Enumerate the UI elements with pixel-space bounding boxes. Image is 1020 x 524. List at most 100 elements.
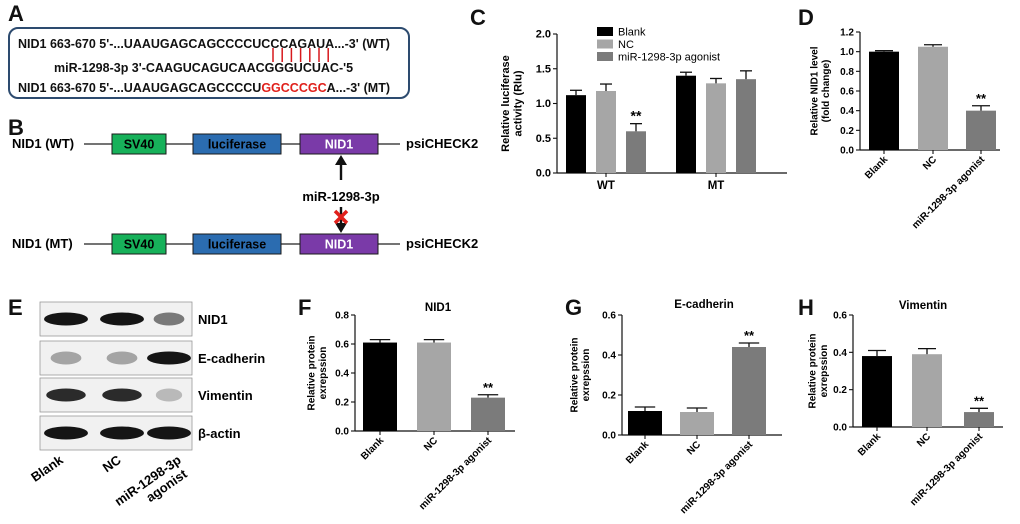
blot-lane-label: Blank [28,452,66,485]
y-axis-label: Relative protein [807,333,818,408]
y-tick-label: 0.0 [833,423,847,434]
y-tick-label: 0.6 [840,87,854,98]
nid1-label-mt: NID1 [325,238,354,252]
mt-sequence-end: A...-3' [326,81,361,95]
sequence-box: NID1 663-670 5'-...UAAUGAGCAGCCCCUCCCAGA… [8,27,410,99]
legend-label: Blank [618,27,646,39]
x-tick-label: NC [685,439,703,457]
blot-band [147,426,191,440]
x-tick-label: Blank [624,439,651,466]
legend-label: miR-1298-3p agonist [618,52,720,64]
bar [869,51,899,150]
y-tick-label: 0.8 [840,67,854,78]
panel-label-g: G [565,295,583,320]
bar [626,131,646,173]
significance-label: ** [976,91,987,106]
bar [912,354,942,427]
blot-band [100,426,144,440]
x-tick-label: Blank [863,154,890,181]
construct-mt: NID1 (MT) SV40 luciferase NID1 psiCHECK2 [12,233,478,255]
luciferase-box-mt [192,233,282,255]
sv40-box [111,133,167,155]
legend-swatch [597,52,613,61]
blot-band [153,312,185,326]
chart-title: Vimentin [899,300,947,312]
blot-band [46,388,86,402]
panel-label-b: B [8,115,24,140]
bar [918,46,948,150]
bar [680,412,714,435]
bar [363,342,397,431]
y-axis-label: exrepssion [819,345,830,398]
luciferase-label-mt: luciferase [208,238,266,252]
y-tick-label: 1.0 [840,47,854,58]
blot-row-label: E-cadherin [198,351,265,366]
blocked-cross-icon [333,209,349,225]
panel-label-d: D [798,5,814,30]
y-tick-label: 0.0 [536,168,551,180]
significance-label: ** [744,328,755,343]
y-tick-label: 2.0 [536,29,551,41]
panel-label-f: F [298,295,312,320]
significance-label: ** [483,380,494,395]
blot-band [147,351,191,365]
blot-band [44,312,88,326]
y-axis-label: (fold change) [821,60,832,123]
chart-ecadherin-protein: 0.0 0.2 0.4 0.6 Relative protein exrepssion Bl… [569,299,782,516]
significance-label: ** [631,108,642,124]
chart-nid1-protein: 0.0 0.2 0.4 0.6 0.8 Relative protein exrepssio… [306,302,515,512]
y-tick-label: 0.4 [602,351,616,362]
y-tick-label: 0.0 [335,427,349,438]
significance-label: ** [974,393,985,408]
panel-label-e: E [8,295,23,320]
x-tick-label: MT [708,180,725,192]
bar [966,110,996,150]
luciferase-box [192,133,282,155]
vector-label-mt: psiCHECK2 [406,236,478,251]
y-axis-label: Relative luciferase [500,55,512,152]
chart-nid1-level: 0.0 0.2 0.4 0.6 0.8 1.0 1.2 Relative NID1 level… [809,28,1000,231]
legend-label: NC [618,39,634,51]
luciferase-label: luciferase [208,138,266,152]
y-axis-label: Relative protein [306,335,317,410]
y-axis-label: activity (Rlu) [512,70,524,136]
blot-band [102,388,142,402]
y-tick-label: 0.6 [335,340,349,351]
blot-lane-label: NC [100,452,124,475]
x-tick-label: NC [422,435,440,453]
bar [706,83,726,173]
panel-label-a: A [8,1,24,26]
y-tick-label: 0.4 [833,348,847,359]
y-axis-label: Relative NID1 level [809,46,820,135]
wt-sequence-text: NID1 663-670 5'-...UAAUGAGCAGCCCCUCCCAGA… [18,37,359,51]
blot-band [155,388,183,402]
y-tick-label: 0.2 [335,398,349,409]
x-tick-label: NC [915,431,933,449]
base-pairing-lines [272,48,329,62]
bar [732,347,766,435]
bar [596,90,616,173]
sv40-label-mt: SV40 [124,238,155,252]
wt-sequence: NID1 663-670 5'-...UAAUGAGCAGCCCCUCCCAGA… [18,37,390,51]
y-tick-label: 1.5 [536,63,551,75]
bar [736,79,756,173]
y-tick-label: 1.2 [840,28,854,39]
y-tick-label: 0.0 [840,146,854,157]
y-tick-label: 0.6 [833,311,847,322]
construct-wt: NID1 (WT) SV40 luciferase NID1 psiCHECK2 [12,133,478,155]
y-tick-label: 0.4 [840,106,854,117]
chart-title: E-cadherin [674,299,733,311]
blot-row-label: NID1 [198,312,228,327]
bar [862,356,892,427]
bar [676,75,696,173]
vector-label: psiCHECK2 [406,136,478,151]
bar [471,397,505,431]
sv40-label: SV40 [124,138,155,152]
y-tick-label: 0.8 [335,311,349,322]
y-axis-label: exrepssion [318,347,329,400]
blot-row-label: Vimentin [198,388,253,403]
construct-wt-label: NID1 (WT) [12,136,74,151]
y-tick-label: 0.6 [602,311,616,322]
mt-sequence: NID1 663-670 5'-...UAAUGAGCAGCCCCUGGCCCG… [18,81,390,95]
